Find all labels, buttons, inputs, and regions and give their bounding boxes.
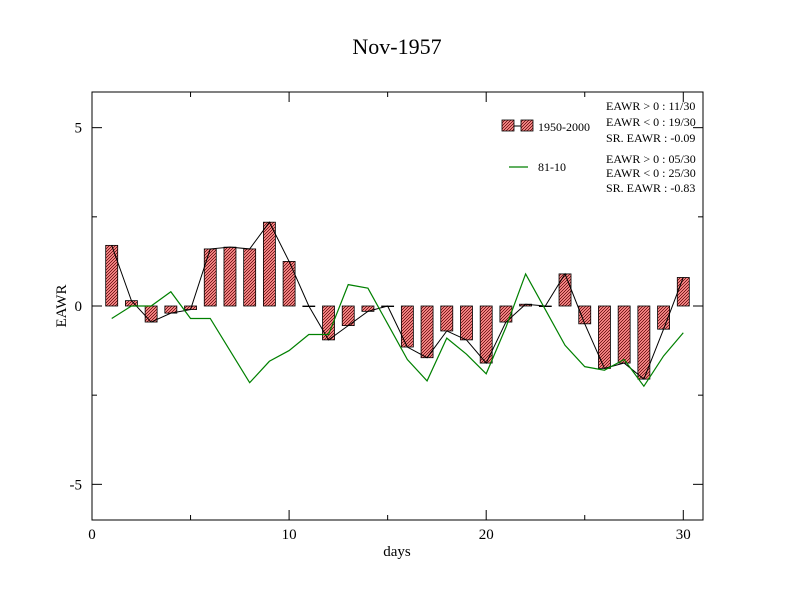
legend-stat: SR. EAWR : -0.83 <box>606 181 695 195</box>
legend-stat: EAWR > 0 : 05/30 <box>606 152 696 166</box>
bar <box>262 221 276 307</box>
legend-swatch-right <box>520 119 534 132</box>
bar <box>676 277 690 307</box>
legend: 1950-2000 EAWR > 0 : 11/30 EAWR < 0 : 19… <box>501 99 696 195</box>
legend-item-bars: 1950-2000 EAWR > 0 : 11/30 EAWR < 0 : 19… <box>501 99 696 145</box>
legend-label-bars: 1950-2000 <box>538 120 590 134</box>
y-axis-label: EAWR <box>54 285 70 328</box>
bar <box>420 305 434 359</box>
bar <box>558 273 572 307</box>
y-tick-label: -5 <box>70 477 83 493</box>
line-series <box>111 272 684 388</box>
x-axis-label: days <box>383 544 411 560</box>
x-tick-label: 10 <box>282 527 297 543</box>
bar <box>203 248 217 307</box>
bar <box>243 248 257 307</box>
y-tick-label: 5 <box>75 121 83 137</box>
bar <box>282 261 296 307</box>
legend-stat: EAWR < 0 : 25/30 <box>606 166 696 180</box>
bar-series-line <box>111 221 684 380</box>
bar <box>499 305 513 323</box>
legend-stat: EAWR < 0 : 19/30 <box>606 115 696 129</box>
x-tick-label: 20 <box>479 527 494 543</box>
bar-series <box>105 221 690 380</box>
y-tick-label: 0 <box>75 299 83 315</box>
bar <box>223 246 237 307</box>
bar <box>105 244 119 307</box>
axis-ticks: 0 10 20 30 5 0 -5 <box>70 92 703 543</box>
bar <box>400 305 414 348</box>
bar <box>440 305 454 332</box>
x-tick-label: 0 <box>88 527 96 543</box>
bar <box>578 305 592 325</box>
line-81-10 <box>111 272 684 388</box>
legend-item-line: 81-10 EAWR > 0 : 05/30 EAWR < 0 : 25/30 … <box>509 152 696 195</box>
legend-label-line: 81-10 <box>538 160 566 174</box>
legend-stat: SR. EAWR : -0.09 <box>606 131 695 145</box>
bar <box>460 305 473 341</box>
bar <box>617 305 631 364</box>
legend-swatch-left <box>501 119 515 132</box>
legend-stat: EAWR > 0 : 11/30 <box>606 99 695 113</box>
chart-title: Nov-1957 <box>352 34 441 59</box>
x-tick-label: 30 <box>676 527 691 543</box>
